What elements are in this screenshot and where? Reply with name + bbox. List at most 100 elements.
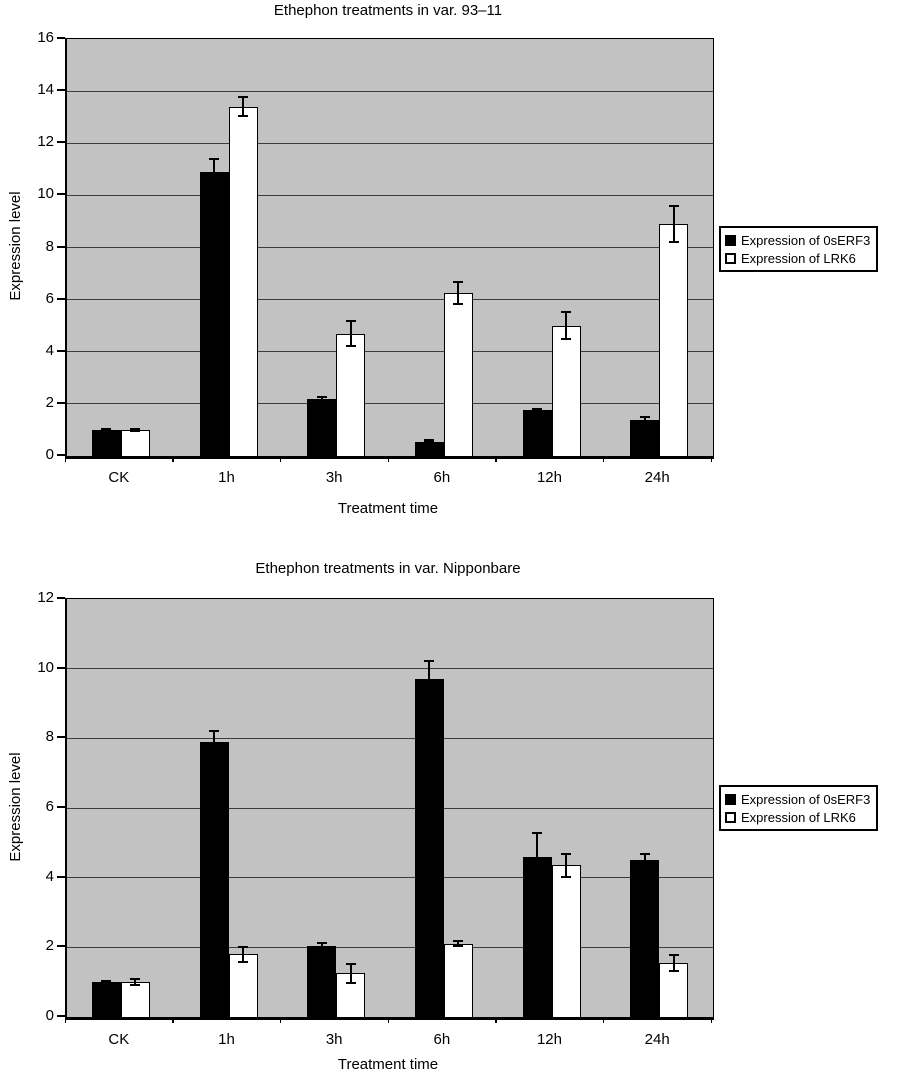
legend-marker-open-square-icon — [725, 811, 736, 823]
x-tick-mark — [710, 1019, 712, 1023]
error-bar — [668, 205, 679, 243]
y-tick-label: 4 — [45, 341, 54, 359]
bar — [630, 419, 660, 456]
x-tick-mark — [710, 458, 712, 462]
y-tick-mark — [57, 666, 65, 669]
legend-marker-filled-square-icon — [725, 234, 736, 246]
gridline — [67, 247, 713, 248]
y-tick-mark — [57, 597, 65, 599]
bar-CK-series-1 — [120, 39, 150, 456]
bar-1h-series-0 — [199, 599, 229, 1017]
bar-24h-series-1 — [659, 39, 689, 456]
bar-group-CK — [67, 599, 175, 1017]
y-tick-label: 2 — [45, 937, 54, 955]
gridline — [67, 668, 713, 670]
bar — [228, 954, 258, 1017]
legend: Expression of 0sERF3 Expression of LRK6 — [719, 785, 879, 831]
y-tick-mark — [57, 401, 65, 404]
bar-12h-series-0 — [522, 599, 552, 1017]
error-bar — [561, 853, 572, 878]
bar-group-CK — [67, 39, 175, 456]
gridline — [67, 299, 713, 301]
x-tick-mark — [602, 1019, 605, 1023]
x-tick-label: 6h — [433, 1031, 451, 1048]
x-tick-label: 1h — [218, 469, 235, 486]
bar-groups — [67, 39, 713, 456]
error-bar — [238, 96, 248, 118]
bar-group-12h — [498, 599, 606, 1017]
error-bar — [130, 978, 141, 987]
x-tick-mark — [387, 458, 389, 462]
y-tick-label: 8 — [45, 728, 54, 746]
x-tick-label: 24h — [644, 1031, 670, 1048]
bar-group-24h — [605, 599, 713, 1017]
y-tick-label: 0 — [45, 1007, 54, 1024]
y-tick-mark — [57, 297, 65, 300]
x-tick-label: CK — [108, 1031, 130, 1048]
error-bar — [209, 730, 219, 754]
plot-area — [65, 38, 714, 459]
bar — [91, 982, 121, 1017]
gridline — [67, 877, 713, 879]
legend: Expression of 0sERF3 Expression of LRK6 — [719, 226, 879, 272]
legend-label: Expression of 0sERF3 — [741, 791, 871, 807]
x-tick-mark — [495, 1019, 497, 1023]
bar — [551, 325, 581, 456]
error-bar — [561, 311, 572, 341]
error-bar — [668, 954, 679, 972]
bar-6h-series-0 — [414, 39, 444, 456]
error-bar — [639, 416, 650, 423]
bar-3h-series-1 — [336, 599, 366, 1017]
y-tick-mark — [57, 945, 65, 948]
bar — [443, 943, 473, 1017]
legend-item: Expression of LRK6 — [725, 249, 870, 267]
bar — [199, 171, 229, 456]
x-tick-mark — [172, 458, 174, 462]
bar-3h-series-0 — [307, 39, 337, 456]
legend-marker-open-square-icon — [725, 252, 736, 264]
gridline — [67, 351, 713, 353]
bar-1h-series-0 — [199, 39, 229, 456]
y-tick-mark — [57, 806, 65, 808]
x-tick-label: 12h — [536, 469, 562, 486]
bar — [199, 741, 229, 1017]
bar — [120, 982, 150, 1017]
error-bar — [424, 439, 435, 444]
gridline — [67, 946, 713, 948]
bar-6h-series-0 — [414, 599, 444, 1017]
bar — [443, 293, 473, 456]
chart-ethephon-nipponbare: Ethephon treatments in var. Nipponbare E… — [0, 548, 897, 1083]
x-tick-mark — [279, 458, 282, 462]
gridline — [67, 807, 713, 809]
error-bar — [130, 427, 141, 432]
bar-3h-series-0 — [307, 599, 337, 1017]
y-tick-mark — [57, 1015, 65, 1017]
y-tick-label: 14 — [37, 81, 54, 99]
bar-6h-series-1 — [443, 39, 473, 456]
error-bar — [238, 945, 248, 964]
bar-24h-series-1 — [659, 599, 689, 1017]
bar — [551, 865, 581, 1017]
y-tick-label: 6 — [45, 798, 54, 815]
y-tick-label: 12 — [37, 133, 54, 151]
bar-group-12h — [498, 39, 606, 456]
bar-12h-series-1 — [551, 599, 581, 1017]
y-tick-mark — [57, 454, 65, 456]
gridline — [67, 194, 713, 196]
x-tick-mark — [279, 1019, 282, 1023]
gridline — [67, 142, 713, 144]
bar — [307, 398, 337, 456]
y-tick-mark — [57, 37, 65, 39]
y-tick-mark — [57, 141, 65, 144]
chart-title: Ethephon treatments in var. 93–11 — [273, 2, 503, 19]
y-tick-mark — [57, 193, 65, 196]
error-bar — [345, 963, 356, 984]
bar-1h-series-1 — [228, 39, 258, 456]
y-tick-mark — [57, 349, 65, 352]
x-tick-label: 12h — [536, 1031, 562, 1048]
y-tick-label: 16 — [37, 29, 54, 46]
legend-marker-filled-square-icon — [725, 793, 736, 805]
legend-item: Expression of 0sERF3 — [725, 231, 870, 249]
bar-group-1h — [175, 599, 283, 1017]
bar — [120, 429, 150, 456]
